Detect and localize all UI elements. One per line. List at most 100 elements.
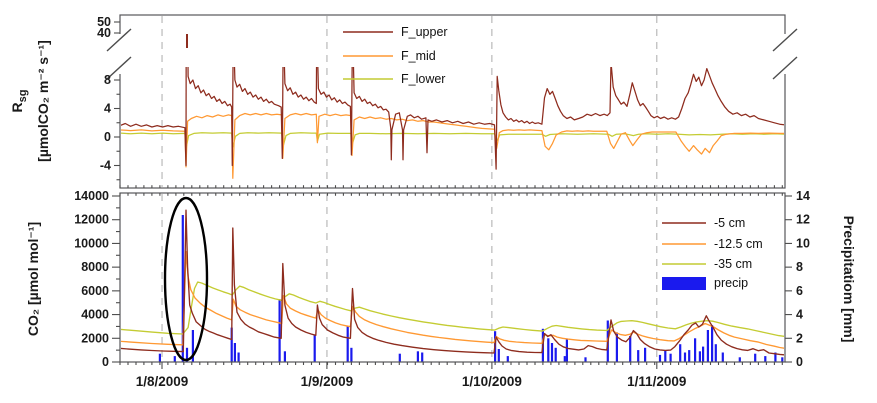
legend-label: -5 cm [714,216,745,230]
tick-label: 0 [104,130,111,144]
x-date-label: 1/10/2009 [462,374,522,389]
tick-label: 4000 [81,308,109,322]
series-line-F_mid [121,112,784,179]
tick-label: 40 [97,26,111,40]
precip-bar [565,339,568,362]
top-panel-frame [119,14,786,189]
axis-break-right [772,28,798,80]
precip-bar [664,350,667,362]
series-line--12.5 cm [121,251,784,349]
series-line-F_lower [121,132,784,148]
axis-ticks [112,21,792,369]
tick-label: 8000 [81,260,109,274]
precip-bar [629,335,632,362]
axis-tick-labels: -404840500200040006000800010000120001400… [74,15,810,389]
precip-bar [702,346,705,362]
precip-bar [185,347,189,362]
precip-bar [497,349,500,362]
legend-label: F_mid [401,49,436,63]
precip-bar [774,352,777,362]
precip-bar [506,356,509,362]
legend-label: F_upper [401,25,448,39]
precip-bar [278,299,281,362]
precip-bar [237,352,240,362]
tick-label: 10000 [74,236,109,250]
top-panel-legend: F_upper F_mid F_lower [343,25,448,86]
precip-bar [615,332,618,362]
tick-label: 8 [796,260,803,274]
precip-bar [416,351,419,362]
legend-label: -35 cm [714,257,752,271]
right-y-axis-title: Precipitatiom [mm] [841,216,857,343]
tick-label: 14000 [74,189,109,203]
precip-bar [683,352,687,362]
precip-bar [181,215,184,362]
precip-bar [421,352,424,362]
precip-bar [781,357,784,362]
precip-bar [191,330,194,362]
legend-label: F_lower [401,72,445,86]
precip-bar [764,356,767,362]
bottom-panel-series [121,209,784,356]
tick-label: 14 [796,189,810,203]
x-date-label: 1/9/2009 [301,374,354,389]
precip-bar [637,350,640,362]
precip-bar [313,334,316,362]
tick-label: 0 [796,355,803,369]
tick-label: 12000 [74,213,109,227]
legend-swatch-precip [662,277,706,290]
bottom-y-axis-title: CO₂ [µmol mol⁻¹] [25,222,41,336]
series-line--35 cm [121,281,784,338]
series-line-F_upper [121,67,784,170]
tick-label: 2000 [81,331,109,345]
tick-label: 4 [796,308,803,322]
precip-bar [698,351,701,362]
event-highlight-ellipse [163,196,209,362]
precip-bar [346,326,349,362]
precip-bar [754,353,757,362]
tick-label: 4 [104,102,111,116]
precip-bar [547,338,550,362]
precip-bar [679,344,682,362]
precip-bar [230,327,233,362]
break-slash-icon [772,28,798,52]
tick-label: 6000 [81,284,109,298]
tick-label: 10 [796,236,810,250]
precip-bar [233,343,236,362]
precip-bar [694,338,697,362]
bottom-panel-frame [119,192,786,363]
precip-bar [644,347,647,362]
precip-bar [711,325,714,362]
bottom-panel-legend: -5 cm -12.5 cm -35 cm precip [662,216,763,290]
break-slash-icon [106,56,132,80]
precip-bar [721,352,724,362]
tick-label: 0 [102,355,109,369]
tick-label: 2 [796,331,803,345]
precip-bar [688,350,691,362]
precip-bar [584,357,587,362]
top-y-axis-units: [µmolCO₂ m⁻² s⁻¹] [35,40,51,162]
precip-bar [714,344,717,362]
tick-label: 6 [796,284,803,298]
x-date-label: 1/8/2009 [136,374,189,389]
tick-label: 50 [97,15,111,29]
precip-bar [350,347,353,362]
precip-bar [398,353,401,362]
tick-label: 12 [796,213,810,227]
precip-bar [706,330,709,362]
precip-bar [283,351,286,362]
tick-label: -4 [100,159,111,173]
precip-bar [669,353,672,362]
x-date-label: 1/11/2009 [627,374,686,389]
axis-break-left [106,28,132,80]
precip-bar [173,356,176,362]
precip-bar [158,353,161,362]
precip-bar [658,354,662,362]
legend-label: -12.5 cm [714,237,763,251]
precip-bar [550,343,554,362]
precip-bar [554,347,557,362]
legend-label: precip [714,276,748,290]
precip-bar [563,356,566,362]
top-panel-series [121,67,784,179]
